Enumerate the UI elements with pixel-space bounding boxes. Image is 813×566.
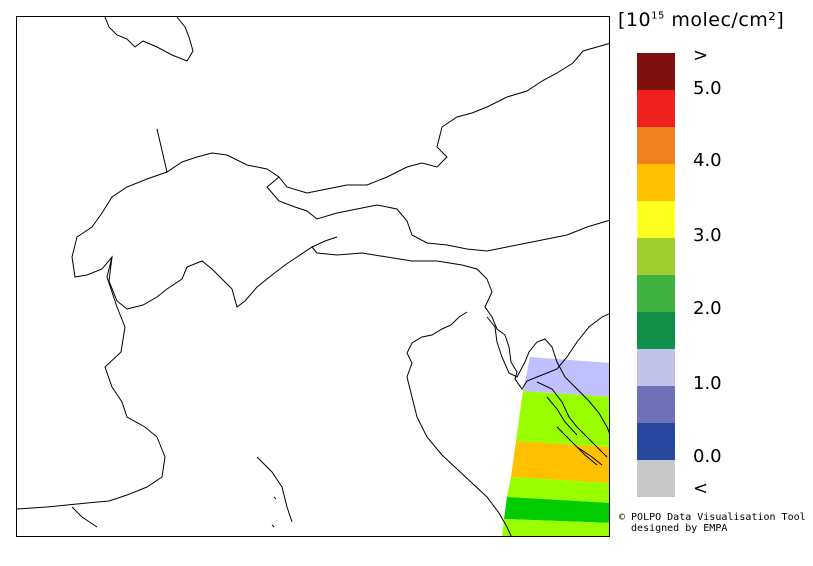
credit-line-1: © POLPO Data Visualisation Tool — [619, 512, 806, 523]
colorbar-swatch-gray — [637, 460, 675, 497]
border-fr-de — [104, 17, 194, 62]
colorbar-swatch-red — [637, 90, 675, 127]
colorbar-swatch-yellow-green — [637, 238, 675, 275]
legend-unit-label: [1015 molec/cm²] — [618, 9, 785, 31]
tick-label-3: 3.0 — [693, 225, 722, 246]
coast-italy-adriatic — [406, 311, 512, 536]
coast-italy-west — [71, 456, 293, 528]
tick-label-5: 5.0 — [693, 78, 722, 99]
colorbar-swatch-periwinkle — [637, 386, 675, 423]
border-it-fr — [17, 256, 166, 510]
coast-istria — [486, 316, 609, 434]
credit-text: © POLPO Data Visualisation Tool designed… — [619, 512, 806, 534]
colorbar-swatch-dark-green — [637, 312, 675, 349]
tick-label-1: 1.0 — [693, 373, 722, 394]
swath-row-orange — [511, 441, 609, 483]
tick-label-gt: > — [693, 45, 709, 66]
colorbar-swatch-orange — [637, 127, 675, 164]
colorbar-swatch-lavender — [637, 349, 675, 386]
island-dot-1 — [273, 496, 277, 500]
map-frame — [16, 16, 610, 537]
border-ch-north — [156, 128, 609, 252]
colorbar-swatch-dark-red — [637, 53, 675, 90]
swath-row-green-2 — [507, 477, 609, 503]
colorbar — [637, 53, 675, 497]
island-dot-2 — [271, 524, 275, 528]
tick-label-2: 2.0 — [693, 298, 722, 319]
swath-row-darkgreen — [504, 497, 609, 523]
credit-line-2: designed by EMPA — [619, 523, 728, 534]
colorbar-swatch-green — [637, 275, 675, 312]
colorbar-swatch-amber — [637, 164, 675, 201]
tick-label-lt: < — [693, 478, 709, 499]
swath-row-green-3 — [502, 519, 609, 536]
colorbar-swatch-blue — [637, 423, 675, 460]
tick-label-0: 0.0 — [693, 446, 722, 467]
map-canvas — [17, 17, 609, 536]
border-de-at — [278, 43, 609, 194]
swath-row-green-1 — [516, 391, 609, 447]
border-ch-fr — [71, 171, 338, 310]
border-at-it — [311, 246, 609, 390]
colorbar-swatch-yellow — [637, 201, 675, 238]
tick-label-4: 4.0 — [693, 150, 722, 171]
swath-row-lightpurple — [523, 357, 609, 397]
croatia-islands — [536, 381, 608, 466]
map-outlines — [17, 17, 609, 536]
